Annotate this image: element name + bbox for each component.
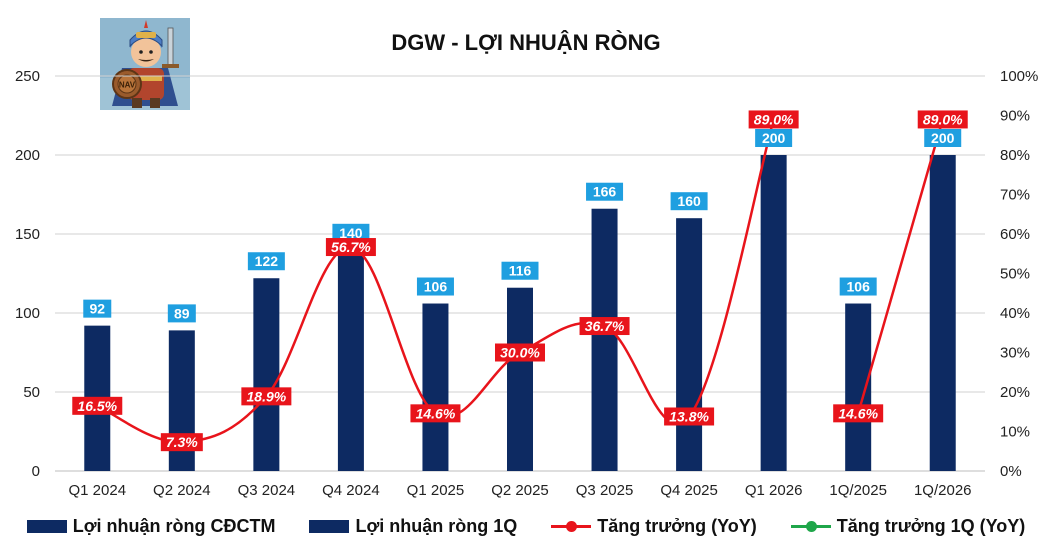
bar-label-box xyxy=(670,192,708,211)
line-label-box xyxy=(833,404,884,423)
bar-label-box xyxy=(416,277,454,296)
y-right-tick-label: 50% xyxy=(1000,266,1030,283)
x-tick-label: Q1 2026 xyxy=(745,482,803,499)
x-tick-label: Q4 2024 xyxy=(322,482,380,499)
legend-swatch-net-profit xyxy=(26,520,67,533)
bar-value-label: 106 xyxy=(847,279,871,295)
x-tick-label: Q4 2025 xyxy=(660,482,718,499)
line-value-label: 18.9% xyxy=(247,388,287,404)
x-tick-label: Q3 2024 xyxy=(238,482,296,499)
x-tick-label: 1Q/2026 xyxy=(914,482,972,499)
bar-value-label: 122 xyxy=(255,253,279,269)
bar xyxy=(591,208,618,471)
legend-swatch-net-profit-1q xyxy=(309,520,350,533)
bar xyxy=(929,155,956,471)
bar-value-label: 140 xyxy=(339,225,363,241)
bar xyxy=(507,287,533,471)
bar-label-box xyxy=(83,299,112,318)
bar-label-box xyxy=(839,277,877,296)
y-right-tick-label: 100% xyxy=(1000,68,1038,85)
legend-item-growth-1q-yoy[interactable]: Tăng trưởng 1Q (YoY) xyxy=(790,516,1026,537)
y-right-tick-label: 70% xyxy=(1000,187,1030,204)
line-value-label: 14.6% xyxy=(416,405,456,421)
line-label-box xyxy=(72,396,123,415)
y-right-tick-label: 90% xyxy=(1000,108,1030,125)
bar-value-label: 116 xyxy=(509,263,532,279)
y-left-tick-label: 100 xyxy=(15,305,40,322)
line-value-label: 89.0% xyxy=(923,111,963,127)
legend-label-net-profit-1q: Lợi nhuận ròng 1Q xyxy=(355,516,518,536)
line-label-box xyxy=(495,343,545,362)
y-right-tick-label: 10% xyxy=(1000,424,1030,441)
bar xyxy=(845,303,872,471)
bar xyxy=(422,303,449,471)
legend-label-net-profit: Lợi nhuận ròng CĐCTM xyxy=(72,516,276,536)
y-left-tick-label: 250 xyxy=(15,68,40,85)
y-left-tick-label: 200 xyxy=(15,147,40,164)
x-tick-label: Q1 2025 xyxy=(407,482,465,499)
y-right-tick-label: 60% xyxy=(1000,226,1030,243)
y-left-tick-label: 0 xyxy=(32,463,40,480)
line-label-box xyxy=(748,110,799,129)
bar-label-box xyxy=(586,182,624,201)
y-right-tick-label: 30% xyxy=(1000,345,1030,362)
line-value-label: 14.6% xyxy=(838,405,878,421)
line-value-label: 89.0% xyxy=(754,111,794,127)
line-value-label: 7.3% xyxy=(166,434,198,450)
bar-value-label: 166 xyxy=(593,184,617,200)
line-label-box xyxy=(579,317,630,336)
x-tick-label: Q2 2025 xyxy=(491,482,549,499)
x-tick-label: Q1 2024 xyxy=(68,482,126,499)
line-label-box xyxy=(410,404,461,423)
legend-swatch-growth-yoy xyxy=(551,520,592,533)
bar-label-box xyxy=(755,129,793,147)
chart-title: DGW - LỢI NHUẬN RÒNG xyxy=(391,30,661,55)
y-left-tick-label: 50 xyxy=(23,384,40,401)
legend-label-growth-yoy: Tăng trưởng (YoY) xyxy=(597,516,757,536)
y-right-tick-label: 20% xyxy=(1000,384,1030,401)
bar-value-label: 106 xyxy=(424,279,448,295)
line-value-label: 56.7% xyxy=(331,239,371,255)
bar-value-label: 89 xyxy=(174,305,190,321)
legend-item-net-profit[interactable]: Lợi nhuận ròng CĐCTM xyxy=(26,516,276,537)
line-value-label: 13.8% xyxy=(669,408,709,424)
bar xyxy=(760,155,787,471)
y-left-tick-label: 150 xyxy=(15,226,40,243)
x-tick-label: 1Q/2025 xyxy=(829,482,887,499)
bar-label-box xyxy=(247,252,285,271)
legend-item-net-profit-1q[interactable]: Lợi nhuận ròng 1Q xyxy=(309,516,517,537)
y-right-tick-label: 80% xyxy=(1000,147,1030,164)
legend-swatch-growth-1q-yoy xyxy=(790,520,831,533)
bar-value-label: 200 xyxy=(762,130,786,146)
line-label-box xyxy=(160,433,203,452)
line-value-label: 36.7% xyxy=(585,318,625,334)
bar xyxy=(337,249,364,471)
y-right-tick-label: 40% xyxy=(1000,305,1030,322)
bar xyxy=(253,278,280,471)
y-right-tick-label: 0% xyxy=(1000,463,1022,480)
bar-value-label: 200 xyxy=(931,130,955,146)
bar-label-box xyxy=(332,223,370,242)
bar-label-box xyxy=(167,304,196,323)
line-value-label: 30.0% xyxy=(500,345,540,361)
bar xyxy=(676,218,703,471)
logo-badge-text: NAV xyxy=(119,81,136,90)
line-label-box xyxy=(325,238,376,257)
bar-value-label: 92 xyxy=(89,301,105,317)
line-label-box xyxy=(917,110,968,129)
line-label-box xyxy=(241,387,292,406)
legend-item-growth-yoy[interactable]: Tăng trưởng (YoY) xyxy=(551,516,757,537)
chart-legend: Lợi nhuận ròng CĐCTM Lợi nhuận ròng 1Q T… xyxy=(0,516,1052,537)
bar-label-box xyxy=(924,129,962,147)
bar-value-label: 160 xyxy=(677,193,701,209)
legend-label-growth-1q-yoy: Tăng trưởng 1Q (YoY) xyxy=(836,516,1026,536)
line-label-box xyxy=(664,407,715,426)
x-tick-label: Q2 2024 xyxy=(153,482,211,499)
x-tick-label: Q3 2025 xyxy=(576,482,634,499)
bar-label-box xyxy=(501,261,539,280)
line-value-label: 16.5% xyxy=(77,398,117,414)
